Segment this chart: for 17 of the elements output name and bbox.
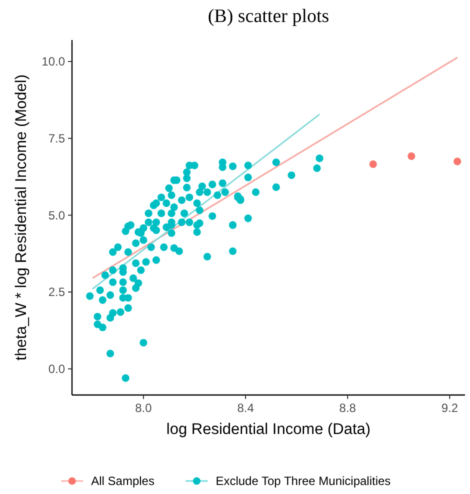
y-tick-label: 5.0 xyxy=(48,208,66,222)
x-tick-label: 8.8 xyxy=(339,401,356,415)
point xyxy=(408,152,416,160)
y-tick-label: 10.0 xyxy=(42,54,66,69)
point xyxy=(454,158,462,166)
x-tick-label: 8.0 xyxy=(135,401,152,415)
x-axis-title: log Residential Income (Data) xyxy=(166,421,371,438)
legend-label: Exclude Top Three Municipalities xyxy=(216,474,391,488)
chart-title: (B) scatter plots xyxy=(208,6,330,27)
y-tick-label: 0.0 xyxy=(48,362,66,376)
x-tick-label: 9.2 xyxy=(441,401,458,415)
legend-label: All Samples xyxy=(91,474,154,488)
point xyxy=(369,160,377,168)
x-tick-label: 8.4 xyxy=(237,401,254,415)
y-axis-title: theta_W * log Residential Income (Model) xyxy=(13,74,30,361)
y-tick-label: 2.5 xyxy=(48,285,66,300)
y-tick-label: 7.5 xyxy=(48,132,66,146)
